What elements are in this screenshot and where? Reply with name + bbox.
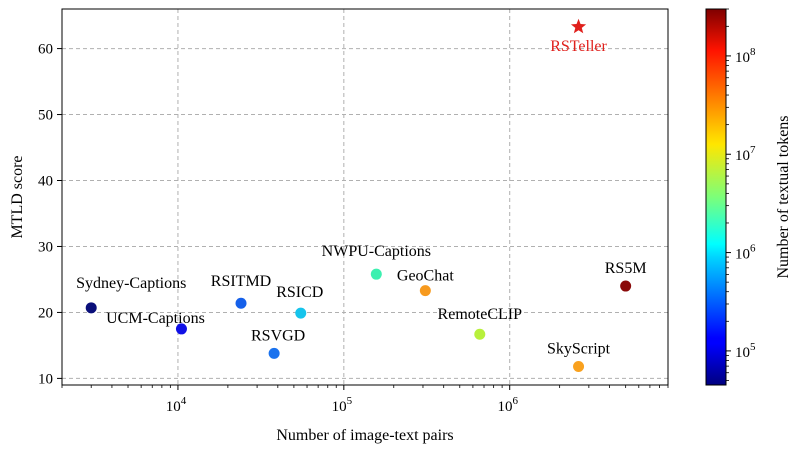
- x-tick-label: 106: [497, 395, 518, 415]
- point-skyscript: [573, 361, 585, 373]
- y-tick-label: 10: [38, 371, 53, 387]
- label-geochat: GeoChat: [397, 268, 454, 285]
- plot-frame: [61, 8, 669, 386]
- label-rsitmd: RSITMD: [211, 273, 271, 290]
- point-nwpu-captions: [370, 268, 382, 280]
- point-rsteller: [570, 18, 587, 34]
- y-axis-label: MTLD score: [9, 155, 26, 238]
- point-geochat: [419, 285, 431, 297]
- point-remoteclip: [474, 328, 486, 340]
- colorbar-tick-label: 106: [735, 243, 756, 263]
- grid-lines: [62, 9, 668, 385]
- point-rsicd: [295, 307, 307, 319]
- colorbar: [705, 8, 727, 386]
- data-point-labels: Sydney-Captions UCM-Captions RSITMD RSVGD RS…: [76, 38, 646, 358]
- label-rsicd: RSICD: [276, 284, 323, 301]
- colorbar-tick-label: 107: [735, 144, 756, 164]
- y-axis: 10 20 30 40 50 60: [38, 42, 62, 387]
- label-ucm-captions: UCM-Captions: [106, 310, 205, 327]
- y-tick-label: 40: [38, 174, 53, 190]
- y-tick-label: 50: [38, 108, 53, 124]
- point-rsvgd: [268, 347, 280, 359]
- y-tick-label: 60: [38, 42, 53, 58]
- point-rs5m: [620, 280, 632, 292]
- y-tick-label: 30: [38, 239, 53, 255]
- colorbar-tick-label: 105: [735, 341, 756, 361]
- x-tick-label: 104: [166, 395, 187, 415]
- x-axis: 104 105 106: [61, 385, 669, 415]
- label-nwpu-captions: NWPU-Captions: [322, 243, 431, 260]
- label-rsvgd: RSVGD: [251, 327, 305, 344]
- x-tick-label: 105: [332, 395, 353, 415]
- point-sydney-captions: [85, 302, 97, 314]
- colorbar-tick-label: 108: [735, 46, 756, 66]
- label-skyscript: SkyScript: [547, 341, 611, 358]
- label-rsteller: RSTeller: [550, 38, 607, 55]
- point-rsitmd: [235, 297, 247, 309]
- label-remoteclip: RemoteCLIP: [438, 306, 523, 323]
- colorbar-label: Number of textual tokens: [775, 115, 792, 278]
- label-rs5m: RS5M: [605, 260, 647, 277]
- data-points: [85, 18, 632, 373]
- colorbar-axis: 105 106 107 108: [726, 8, 756, 381]
- point-ucm-captions: [175, 323, 187, 335]
- x-axis-label: Number of image-text pairs: [276, 427, 453, 444]
- y-tick-label: 20: [38, 305, 53, 321]
- label-sydney-captions: Sydney-Captions: [76, 275, 186, 292]
